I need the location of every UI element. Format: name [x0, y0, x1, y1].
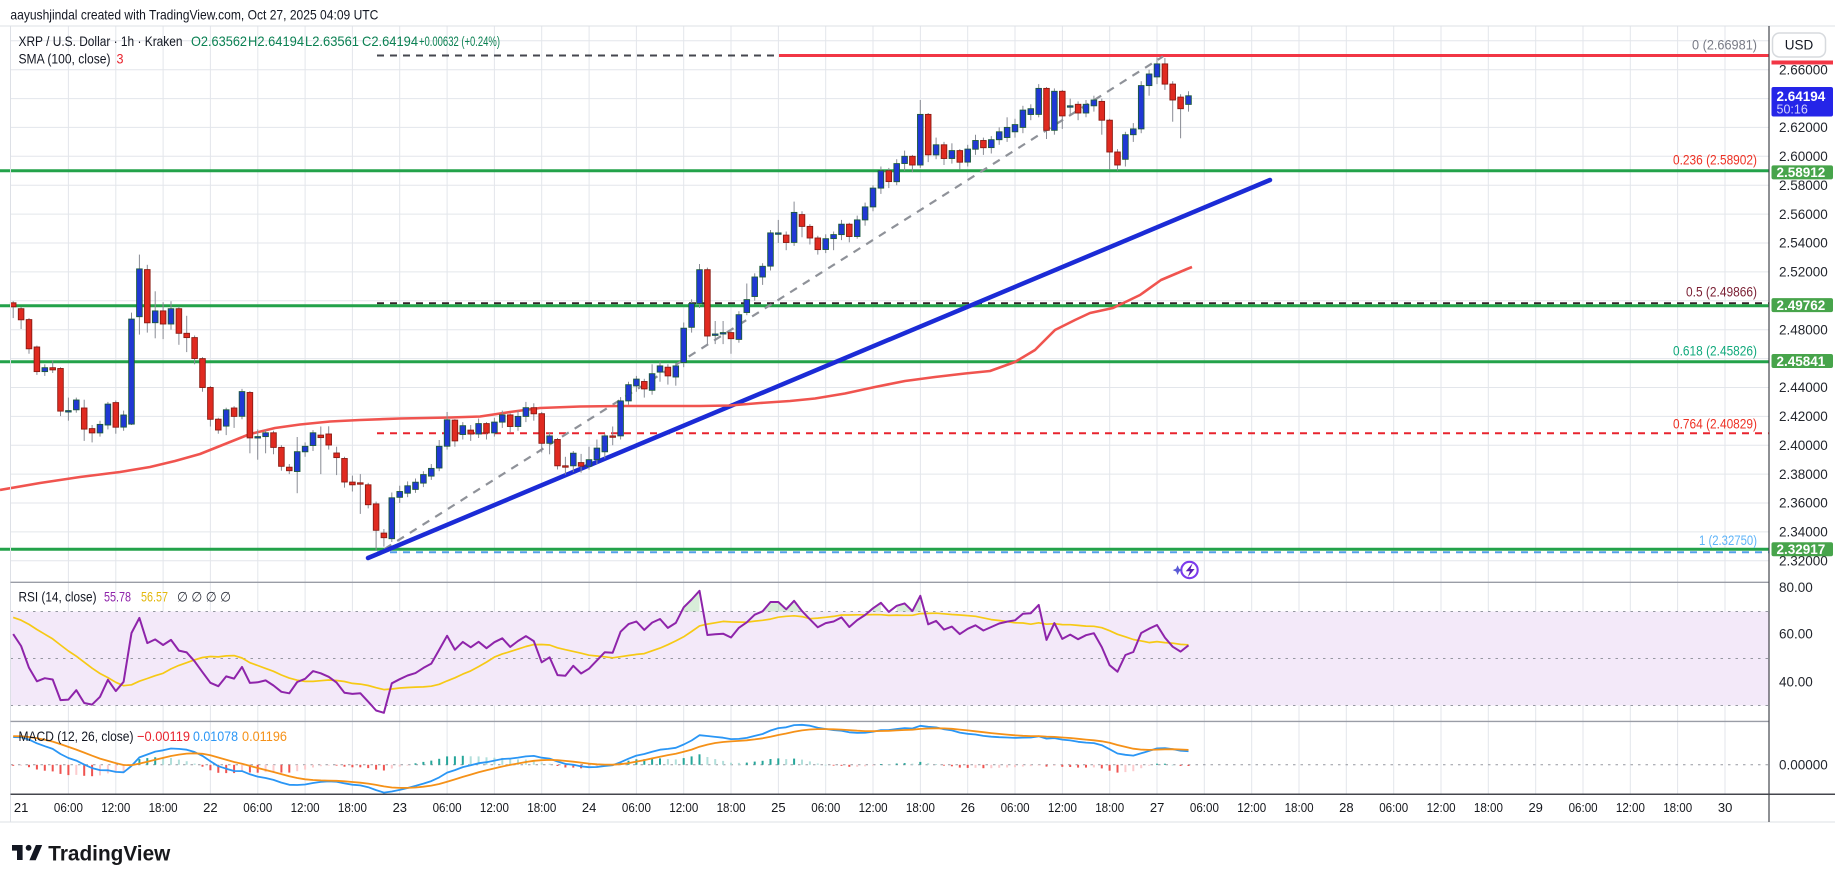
svg-text:USD: USD [1785, 38, 1814, 53]
svg-text:12:00: 12:00 [859, 801, 888, 815]
svg-text:60.00: 60.00 [1779, 626, 1813, 641]
svg-text:18:00: 18:00 [149, 801, 178, 815]
svg-text:40.00: 40.00 [1779, 675, 1813, 690]
svg-text:2.49762: 2.49762 [1777, 298, 1826, 313]
svg-text:06:00: 06:00 [243, 801, 272, 815]
svg-text:12:00: 12:00 [101, 801, 130, 815]
svg-text:2.48000: 2.48000 [1779, 322, 1828, 337]
svg-text:2.62000: 2.62000 [1779, 120, 1828, 135]
svg-text:18:00: 18:00 [527, 801, 556, 815]
svg-text:aayushjindal created with Trad: aayushjindal created with TradingView.co… [10, 7, 378, 23]
svg-text:50:16: 50:16 [1777, 103, 1808, 117]
svg-text:C2.64194: C2.64194 [362, 33, 418, 49]
svg-text:18:00: 18:00 [1285, 801, 1314, 815]
svg-text:TradingView: TradingView [48, 842, 170, 866]
svg-text:2.58912: 2.58912 [1777, 165, 1826, 180]
svg-text:2.45841: 2.45841 [1777, 354, 1826, 369]
svg-text:12:00: 12:00 [1237, 801, 1266, 815]
svg-text:2.64194: 2.64194 [1777, 89, 1826, 104]
svg-text:18:00: 18:00 [338, 801, 367, 815]
svg-text:06:00: 06:00 [811, 801, 840, 815]
svg-text:18:00: 18:00 [1663, 801, 1692, 815]
svg-text:25: 25 [771, 800, 785, 815]
svg-text:23: 23 [393, 800, 407, 815]
svg-text:18:00: 18:00 [1474, 801, 1503, 815]
svg-text:RSI (14, close): RSI (14, close) [19, 589, 97, 605]
svg-text:2.42000: 2.42000 [1779, 409, 1828, 424]
svg-text:28: 28 [1339, 800, 1353, 815]
svg-text:22: 22 [203, 800, 217, 815]
svg-text:2.36000: 2.36000 [1779, 496, 1828, 511]
svg-text:27: 27 [1150, 800, 1164, 815]
svg-text:2.56000: 2.56000 [1779, 207, 1828, 222]
svg-text:12:00: 12:00 [480, 801, 509, 815]
svg-text:12:00: 12:00 [1616, 801, 1645, 815]
svg-text:0.00000: 0.00000 [1779, 758, 1828, 773]
svg-text:18:00: 18:00 [717, 801, 746, 815]
svg-text:2.32000: 2.32000 [1779, 554, 1828, 569]
svg-text:21: 21 [14, 800, 28, 815]
svg-text:26: 26 [961, 800, 975, 815]
svg-text:+0.00632 (+0.24%): +0.00632 (+0.24%) [419, 33, 500, 49]
svg-text:06:00: 06:00 [1379, 801, 1408, 815]
svg-text:12:00: 12:00 [291, 801, 320, 815]
svg-text:2.54000: 2.54000 [1779, 236, 1828, 251]
svg-text:2.40000: 2.40000 [1779, 438, 1828, 453]
svg-text:L2.63561: L2.63561 [305, 33, 359, 49]
svg-text:0.5 (2.49866): 0.5 (2.49866) [1686, 285, 1757, 300]
svg-text:2.66000: 2.66000 [1779, 62, 1828, 77]
svg-text:0.01078: 0.01078 [193, 728, 238, 744]
svg-text:06:00: 06:00 [622, 801, 651, 815]
svg-text:56.57: 56.57 [141, 589, 168, 605]
svg-text:0.236 (2.58902): 0.236 (2.58902) [1673, 153, 1757, 168]
svg-text:∅ ∅ ∅ ∅: ∅ ∅ ∅ ∅ [177, 590, 231, 605]
svg-text:2.58000: 2.58000 [1779, 178, 1828, 193]
svg-text:2.44000: 2.44000 [1779, 380, 1828, 395]
svg-text:0.764 (2.40829): 0.764 (2.40829) [1673, 417, 1757, 432]
svg-text:80.00: 80.00 [1779, 580, 1813, 595]
svg-text:2.60000: 2.60000 [1779, 149, 1828, 164]
svg-text:12:00: 12:00 [1427, 801, 1456, 815]
svg-text:2.52000: 2.52000 [1779, 265, 1828, 280]
svg-text:24: 24 [582, 800, 596, 815]
svg-text:30: 30 [1718, 800, 1732, 815]
svg-text:3: 3 [117, 51, 124, 67]
svg-text:06:00: 06:00 [1569, 801, 1598, 815]
svg-text:29: 29 [1528, 800, 1542, 815]
svg-text:O2.63562: O2.63562 [191, 33, 247, 49]
svg-text:12:00: 12:00 [1048, 801, 1077, 815]
svg-text:XRP / U.S. Dollar · 1h · Krake: XRP / U.S. Dollar · 1h · Kraken [19, 33, 183, 49]
svg-text:12:00: 12:00 [669, 801, 698, 815]
svg-text:0.618 (2.45826): 0.618 (2.45826) [1673, 344, 1757, 359]
svg-text:0 (2.66981): 0 (2.66981) [1692, 38, 1757, 53]
svg-text:2.38000: 2.38000 [1779, 467, 1828, 482]
svg-text:06:00: 06:00 [433, 801, 462, 815]
svg-text:MACD (12, 26, close): MACD (12, 26, close) [19, 728, 134, 744]
svg-text:2.32917: 2.32917 [1777, 542, 1826, 557]
svg-text:0.01196: 0.01196 [242, 728, 287, 744]
svg-text:1 (2.32750): 1 (2.32750) [1699, 533, 1757, 548]
svg-text:18:00: 18:00 [906, 801, 935, 815]
svg-text:SMA (100, close): SMA (100, close) [19, 51, 111, 67]
svg-text:H2.64194: H2.64194 [248, 33, 304, 49]
svg-text:06:00: 06:00 [1001, 801, 1030, 815]
svg-text:55.78: 55.78 [104, 589, 131, 605]
svg-text:2.34000: 2.34000 [1779, 525, 1828, 540]
svg-text:06:00: 06:00 [54, 801, 83, 815]
svg-text:−0.00119: −0.00119 [137, 728, 190, 744]
svg-text:06:00: 06:00 [1190, 801, 1219, 815]
svg-text:18:00: 18:00 [1095, 801, 1124, 815]
